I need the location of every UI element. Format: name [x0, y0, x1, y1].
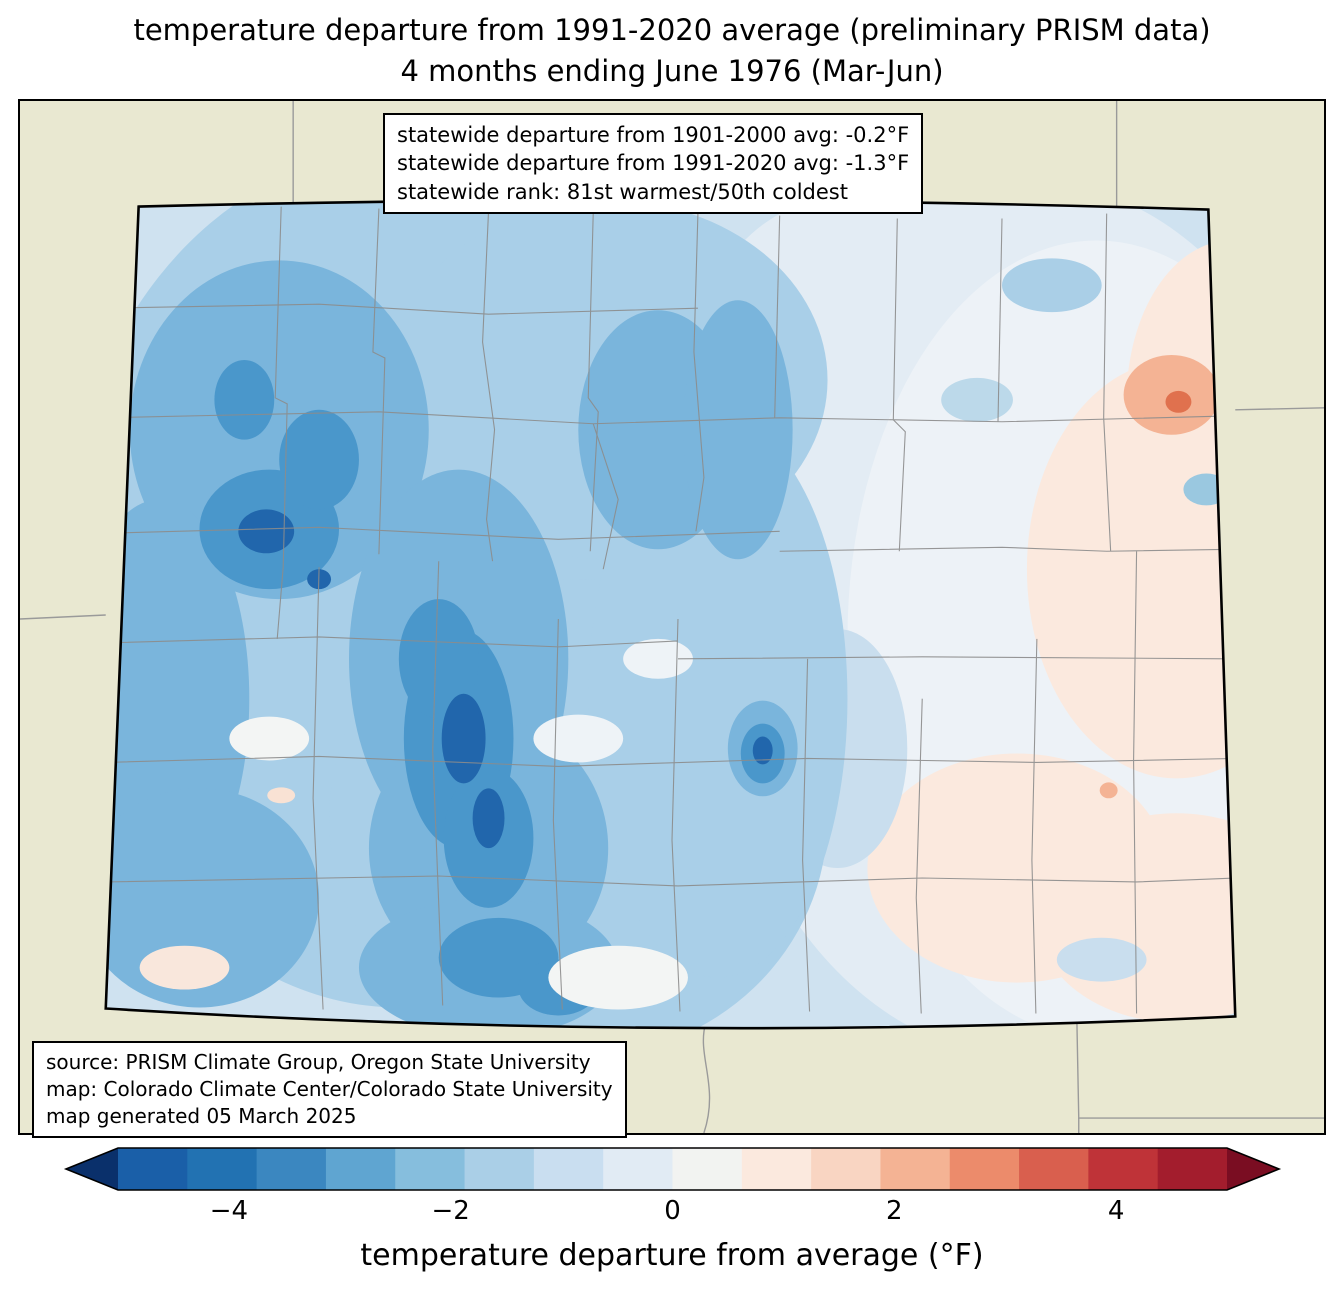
colorbar-ticks: −4 −2 0 2 4: [118, 1196, 1227, 1230]
colorbar: [63, 1147, 1282, 1191]
colorbar-tick: −4: [209, 1196, 249, 1226]
title-line-1: temperature departure from 1991-2020 ave…: [133, 13, 1211, 47]
colorbar-left-arrow: [66, 1148, 118, 1190]
colorado-map: [20, 101, 1324, 1133]
source-attribution-box: source: PRISM Climate Group, Oregon Stat…: [32, 1041, 627, 1138]
stats-line-1: statewide departure from 1901-2000 avg: …: [397, 123, 910, 147]
colorbar-segments: [118, 1148, 1228, 1190]
colorbar-tick: 2: [886, 1196, 903, 1226]
map-frame: statewide departure from 1901-2000 avg: …: [18, 99, 1326, 1138]
source-line-1: source: PRISM Climate Group, Oregon Stat…: [46, 1050, 591, 1074]
county-boundaries: [105, 206, 1236, 1014]
colorbar-right-arrow: [1227, 1148, 1279, 1190]
title-line-2: 4 months ending June 1976 (Mar-Jun): [400, 53, 944, 88]
chart-title: temperature departure from 1991-2020 ave…: [0, 10, 1344, 91]
stats-line-2: statewide departure from 1991-2020 avg: …: [397, 151, 910, 176]
colorbar-tick: 0: [664, 1196, 681, 1226]
source-line-3: map generated 05 March 2025: [46, 1104, 357, 1128]
statewide-stats-box: statewide departure from 1901-2000 avg: …: [383, 113, 924, 215]
neighbor-state-lines: [20, 101, 1324, 1133]
source-line-2: map: Colorado Climate Center/Colorado St…: [46, 1077, 613, 1101]
colorbar-tick: −2: [431, 1196, 470, 1226]
stats-line-3: statewide rank: 81st warmest/50th coldes…: [397, 179, 848, 204]
temperature-field: [105, 200, 1236, 1029]
colorbar-axis-label: temperature departure from average (°F): [360, 1238, 984, 1273]
colorbar-outline: [63, 1147, 1282, 1191]
colorbar-tick: 4: [1107, 1196, 1125, 1226]
